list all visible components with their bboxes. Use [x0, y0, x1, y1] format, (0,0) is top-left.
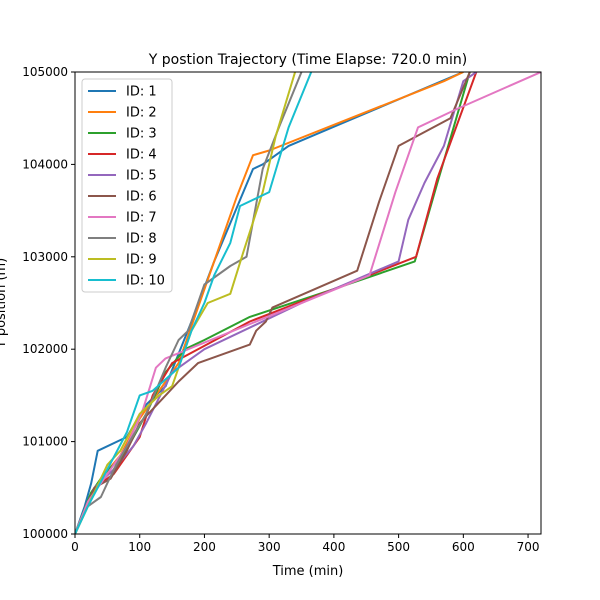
- y-tick-label: 104000: [22, 157, 68, 171]
- chart-title: Y postion Trajectory (Time Elapse: 720.0…: [148, 52, 467, 68]
- legend: ID: 1 ID: 2 ID: 3 ID: 4 ID: 5 ID: 6 ID: 7 ID: 8…: [81, 78, 173, 293]
- x-axis-label: Time (min): [272, 564, 344, 579]
- legend-label-5: ID: 5: [126, 169, 157, 184]
- x-tick-label: 0: [71, 540, 79, 554]
- x-tick-label: 700: [517, 540, 540, 554]
- y-tick-label: 100000: [22, 527, 68, 541]
- legend-label-4: ID: 4: [126, 148, 157, 163]
- y-tick-label: 105000: [22, 65, 68, 79]
- y-tick-label: 103000: [22, 250, 68, 264]
- legend-label-3: ID: 3: [126, 127, 157, 142]
- y-axis-ticks: 100000 101000 102000 103000 104000 105000: [22, 65, 75, 541]
- x-tick-label: 200: [193, 540, 216, 554]
- series-line-6: [75, 72, 471, 534]
- x-tick-label: 600: [452, 540, 475, 554]
- legend-label-8: ID: 8: [126, 232, 157, 247]
- series-line-10: [75, 72, 313, 534]
- plot-frame: [74, 71, 542, 535]
- legend-label-9: ID: 9: [126, 253, 157, 268]
- legend-label-2: ID: 2: [126, 106, 157, 121]
- legend-label-7: ID: 7: [126, 211, 157, 226]
- legend-label-10: ID: 10: [126, 274, 165, 289]
- legend-label-1: ID: 1: [126, 85, 157, 100]
- x-tick-label: 100: [128, 540, 151, 554]
- x-tick-label: 400: [322, 540, 345, 554]
- y-axis-label: Y position (m): [0, 258, 9, 350]
- x-axis-ticks: 0 100 200 300 400 500 600 700: [71, 534, 540, 554]
- series-lines: [75, 72, 541, 534]
- y-tick-label: 102000: [22, 342, 68, 356]
- x-tick-label: 500: [387, 540, 410, 554]
- y-tick-label: 101000: [22, 435, 68, 449]
- series-line-7: [75, 72, 541, 534]
- legend-label-6: ID: 6: [126, 190, 157, 205]
- x-tick-label: 300: [258, 540, 281, 554]
